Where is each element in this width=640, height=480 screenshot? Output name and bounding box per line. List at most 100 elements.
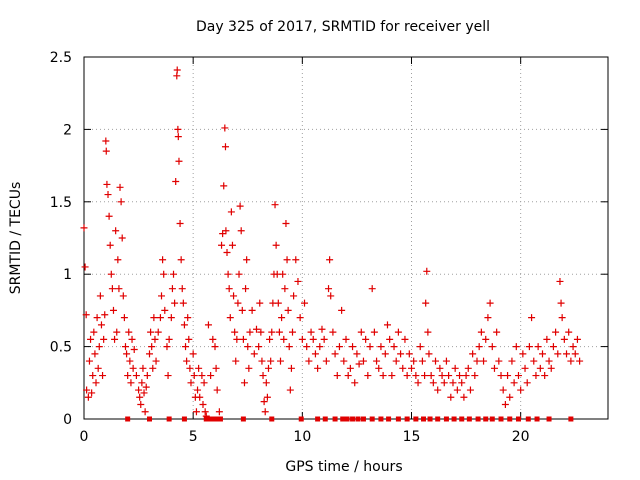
data-point <box>499 386 507 394</box>
zero-marker <box>498 416 504 422</box>
data-point <box>412 372 420 380</box>
data-point <box>186 364 194 372</box>
data-point <box>165 335 173 343</box>
data-point <box>543 335 551 343</box>
data-point <box>137 401 145 409</box>
data-point <box>530 357 538 365</box>
data-point <box>234 299 242 307</box>
data-point <box>355 360 363 368</box>
data-point <box>475 343 483 351</box>
data-point <box>451 364 459 372</box>
data-point <box>168 285 176 293</box>
zero-marker <box>332 416 338 422</box>
data-point <box>436 364 444 372</box>
data-point <box>232 357 240 365</box>
data-point <box>284 306 292 314</box>
data-point <box>143 372 151 380</box>
data-point <box>125 328 133 336</box>
data-point <box>187 379 195 387</box>
data-point <box>403 372 411 380</box>
data-point <box>200 379 208 387</box>
data-point <box>222 227 230 235</box>
data-point <box>335 343 343 351</box>
y-tick-label: 1.5 <box>50 195 72 211</box>
data-point <box>554 350 562 358</box>
data-point <box>429 379 437 387</box>
data-point <box>390 343 398 351</box>
data-point <box>442 357 450 365</box>
data-point <box>124 372 132 380</box>
data-point <box>383 321 391 329</box>
data-point <box>462 372 470 380</box>
y-tick-label: 1 <box>63 267 72 283</box>
data-point <box>255 343 263 351</box>
data-point <box>331 350 339 358</box>
data-point <box>379 372 387 380</box>
data-point <box>172 178 180 186</box>
data-point <box>344 372 352 380</box>
zero-marker <box>489 416 495 422</box>
data-point <box>226 314 234 322</box>
data-point <box>445 372 453 380</box>
data-point <box>239 335 247 343</box>
grid <box>84 57 608 419</box>
y-tick-label: 2 <box>63 122 72 138</box>
data-point <box>109 306 117 314</box>
data-point <box>510 379 518 387</box>
data-point <box>434 386 442 394</box>
data-point <box>231 328 239 336</box>
data-point <box>159 256 167 264</box>
data-point <box>456 372 464 380</box>
data-point <box>421 372 429 380</box>
ticks: 0 5 10 15 20 0 0.5 1 1.5 2 2.5 <box>50 50 608 445</box>
data-point <box>488 343 496 351</box>
data-point <box>201 408 209 416</box>
data-point <box>257 328 265 336</box>
data-point <box>130 345 138 353</box>
data-point <box>218 241 226 249</box>
data-point <box>182 343 190 351</box>
zero-marker <box>515 416 521 422</box>
data-point <box>425 350 433 358</box>
data-point <box>129 364 137 372</box>
data-point <box>89 372 97 380</box>
data-point <box>287 364 295 372</box>
data-point <box>285 343 293 351</box>
data-point <box>96 292 104 300</box>
data-point <box>80 224 88 232</box>
data-point <box>473 357 481 365</box>
data-point <box>267 357 275 365</box>
data-point <box>209 335 217 343</box>
data-point <box>262 379 270 387</box>
data-point <box>258 357 266 365</box>
data-point <box>534 343 542 351</box>
data-point <box>149 364 157 372</box>
data-point <box>259 372 267 380</box>
data-point <box>81 263 89 271</box>
data-point <box>484 314 492 322</box>
data-point <box>333 372 341 380</box>
data-point <box>501 401 509 409</box>
data-point <box>177 256 185 264</box>
zero-marker <box>568 416 574 422</box>
data-point <box>260 398 268 406</box>
x-tick-label: 20 <box>512 429 530 445</box>
zero-marker <box>360 416 366 422</box>
data-point <box>235 270 243 278</box>
data-point <box>225 285 233 293</box>
data-point <box>138 379 146 387</box>
data-point <box>113 328 121 336</box>
data-point <box>230 292 238 300</box>
data-point <box>164 372 172 380</box>
data-point <box>132 372 140 380</box>
data-point <box>85 357 93 365</box>
x-axis-label: GPS time / hours <box>285 459 402 475</box>
data-point <box>178 285 186 293</box>
data-point <box>453 386 461 394</box>
data-point <box>342 335 350 343</box>
x-tick-label: 10 <box>293 429 311 445</box>
data-point <box>248 306 256 314</box>
zero-marker <box>125 416 131 422</box>
data-point <box>466 386 474 394</box>
data-point <box>163 343 171 351</box>
